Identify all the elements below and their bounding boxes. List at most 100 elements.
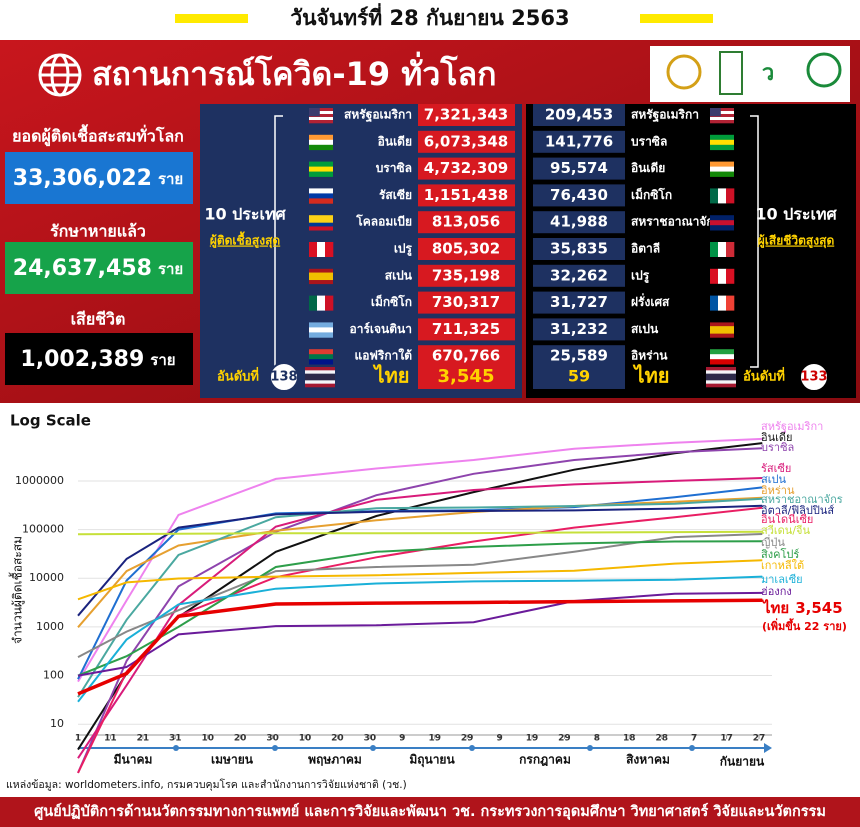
flag-stripe	[309, 242, 318, 257]
rank-badge	[269, 362, 299, 392]
death-value: 25,589	[550, 347, 608, 365]
month-divider	[272, 745, 278, 751]
y-tick-label: 1000	[36, 620, 64, 633]
flag	[710, 108, 734, 124]
case-value: 805,302	[432, 240, 500, 258]
flag-stripe	[706, 380, 736, 384]
case-value: 711,325	[432, 320, 500, 338]
flag-canton	[710, 108, 721, 117]
country-name: สเปน	[631, 322, 659, 336]
banner-title: สถานการณ์โควิด-19 ทั่วโลก	[92, 51, 497, 93]
y-tick-label: 100	[43, 669, 64, 682]
organization: ศูนย์ปฏิบัติการด้านนวัตกรรมทางการแพทย์ แ…	[34, 802, 826, 820]
flag-stripe	[706, 377, 736, 381]
flag-stripe	[305, 370, 335, 374]
flag-stripe	[710, 333, 734, 338]
value-cell	[533, 130, 625, 153]
death-value: 35,835	[550, 240, 608, 258]
table-subtitle: ผู้ติดเชื้อสูงสุด	[210, 231, 281, 249]
series-line	[77, 447, 763, 774]
value-cell	[418, 157, 515, 180]
decor-bar	[640, 14, 713, 23]
flag-stripe	[710, 326, 734, 331]
flag-stripe	[309, 322, 333, 328]
flag-stripe	[706, 367, 736, 371]
death-value: 31,232	[550, 320, 608, 338]
flag-stripe	[710, 188, 719, 204]
country-name: รัสเซีย	[379, 188, 412, 202]
rank: 133	[800, 370, 827, 385]
series-label: อิหร่าน	[761, 484, 795, 497]
flag-stripe	[710, 134, 734, 141]
country-name: อาร์เจนตินา	[350, 322, 412, 336]
flag-stripe	[710, 295, 719, 311]
value-cell	[533, 104, 625, 126]
country-name: บราซิล	[376, 161, 412, 175]
x-tick-label: 27	[753, 734, 766, 744]
x-tick-label: 10	[201, 734, 214, 744]
country-name: เปรู	[394, 242, 413, 257]
flag	[309, 242, 334, 257]
flag	[309, 161, 333, 177]
flag-stripe	[710, 354, 734, 360]
x-tick-label: 19	[428, 734, 441, 744]
x-tick-label: 28	[655, 734, 668, 744]
value-cell	[418, 345, 515, 368]
date: วันจันทร์ที่ 28 กันยายน 2563	[290, 2, 569, 30]
case-value: 735,198	[432, 266, 500, 284]
flag-stripe	[309, 218, 333, 223]
table-title: 10 ประเทศ	[204, 205, 286, 224]
flag-stripe	[309, 359, 333, 365]
summary-number: 1,002,389	[20, 347, 144, 372]
table-title: 10 ประเทศ	[755, 205, 837, 224]
value-cell	[418, 264, 515, 287]
series-line	[77, 530, 763, 536]
case-value: 6,073,348	[424, 132, 508, 150]
series-label: อิตาลี/ฟิลิปปินส์	[761, 504, 835, 517]
value-cell	[418, 318, 515, 341]
summary-unit: ราย	[150, 351, 175, 369]
country-name: อิหร่าน	[631, 349, 668, 363]
month-label: กันยายน	[720, 755, 765, 769]
flag-stripe	[309, 349, 333, 355]
flag-stripe	[309, 354, 333, 360]
flag-stripe	[309, 139, 333, 146]
series-label: ญี่ปุ่น	[761, 534, 785, 549]
flag	[710, 349, 734, 365]
rank: 138	[270, 370, 297, 385]
x-tick-label: 9	[496, 734, 502, 744]
flag-stripe	[309, 198, 333, 204]
flag	[710, 322, 734, 338]
flag-stripe	[309, 193, 333, 199]
case-value: 7,321,343	[424, 106, 508, 124]
series-line	[77, 598, 763, 696]
flag-stripe	[309, 111, 333, 115]
flag-stripe	[718, 242, 727, 257]
country-name: อิตาลี	[631, 242, 660, 256]
flag	[710, 242, 735, 257]
country-name: เปรู	[631, 268, 650, 283]
flag-stripe	[718, 295, 727, 311]
series-name: ไทย	[761, 598, 789, 617]
series-label: อินโดนีเซีย	[761, 512, 814, 526]
flag-stripe	[710, 117, 734, 121]
flag-stripe	[718, 188, 727, 204]
x-tick-label: 20	[331, 734, 344, 744]
value-cell	[533, 211, 625, 234]
flag	[710, 161, 734, 177]
flag	[309, 134, 333, 151]
chart-title: Log Scale	[10, 412, 91, 430]
series-label: สิงคโปร์	[761, 547, 800, 561]
death-value: 32,262	[550, 266, 608, 284]
flag	[309, 322, 333, 338]
country-name: เม็กซิโก	[371, 294, 412, 309]
flag-stripe	[710, 108, 734, 112]
flag-stripe	[309, 268, 333, 273]
flag-stripe	[706, 370, 736, 374]
value-cell	[418, 184, 515, 207]
country-name: แอฟริกาใต้	[354, 348, 412, 363]
summary-number: 24,637,458	[13, 256, 152, 281]
x-tick-label: 21	[137, 734, 150, 744]
decor-bar	[175, 14, 248, 23]
